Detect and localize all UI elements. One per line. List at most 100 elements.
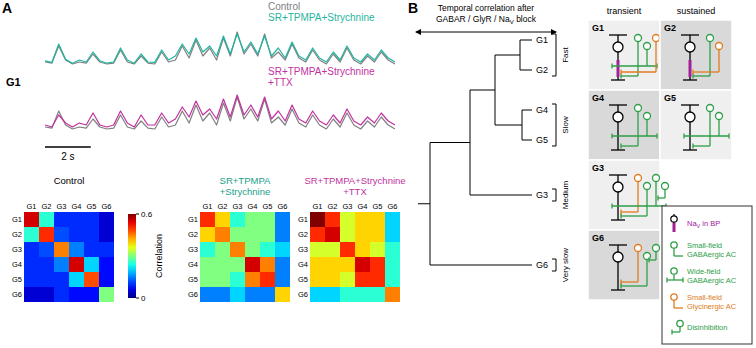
heatmap-cell — [215, 257, 230, 272]
legend-entry: SR+TPMPA+Strychnine — [268, 66, 375, 77]
heatmap-cell — [99, 257, 114, 272]
heatmap-cell — [84, 257, 99, 272]
row-label: G1 — [188, 215, 198, 224]
colorbar-tick-label: 0 — [141, 294, 146, 303]
legend-icon — [672, 320, 683, 334]
ac-soma — [644, 113, 651, 120]
cell-group-label: G1 — [592, 23, 604, 33]
plot-area — [45, 32, 395, 64]
ac-process — [718, 120, 719, 137]
ac-process — [621, 71, 656, 72]
bp-soma — [685, 42, 695, 52]
text-part: GABAR / GlyR / Na — [436, 14, 510, 24]
heatmap-cell — [200, 212, 215, 227]
speed-label: Medium — [561, 180, 570, 209]
heatmap-cell — [69, 242, 84, 257]
ac-soma — [671, 294, 677, 300]
heatmap-cell — [84, 287, 99, 302]
column-label: G5 — [86, 202, 96, 211]
row-label: G2 — [188, 230, 198, 239]
cell-background — [588, 230, 660, 300]
ac-soma — [671, 268, 677, 274]
row-label: G1 — [6, 76, 21, 88]
row-label: G5 — [188, 275, 198, 284]
heatmap-title: +TTX — [343, 186, 367, 197]
heatmap-cell — [260, 287, 275, 302]
legend-icon — [671, 214, 677, 232]
leaf-label: G1 — [536, 35, 548, 45]
nav-channel — [673, 223, 676, 232]
heatmap-cell — [24, 257, 39, 272]
legend-entry: +TTX — [268, 77, 293, 88]
heatmap-cell — [54, 242, 69, 257]
heatmap — [24, 212, 114, 302]
heatmap-cell — [385, 227, 400, 242]
column-label: G6 — [387, 202, 397, 211]
heatmap-cell — [310, 242, 325, 257]
ac-soma — [677, 320, 683, 326]
bracket — [552, 34, 556, 35]
cell-group-label: G4 — [592, 93, 604, 103]
branch — [470, 195, 532, 196]
ac-process — [679, 327, 680, 332]
heatmap-cell — [215, 287, 230, 302]
heatmap-cell — [99, 287, 114, 302]
ac-process — [658, 197, 665, 198]
heatmap-cell — [200, 257, 215, 272]
heatmap-cell — [84, 227, 99, 242]
legend-box — [662, 206, 752, 344]
panel-label: B — [408, 0, 418, 16]
heatmap — [310, 212, 400, 302]
ac-process — [612, 65, 657, 66]
heatmap-cell — [370, 272, 385, 287]
column-label: G2 — [217, 202, 227, 211]
ac-process — [621, 75, 638, 76]
heatmap-title: SR+TPMPA+Strychnine — [304, 175, 405, 186]
heatmap-cell — [275, 287, 290, 302]
heatmap-cell — [325, 287, 340, 302]
branch — [430, 265, 532, 266]
legend-entry: SR+TPMPA+Strychnine — [268, 12, 375, 23]
heatmap-cell — [340, 257, 355, 272]
ac-soma — [716, 43, 723, 50]
synapse — [620, 144, 621, 149]
leaf-label: G3 — [536, 190, 548, 200]
colorbar-tick — [136, 214, 139, 215]
heatmap-cell — [385, 272, 400, 287]
row-label: G3 — [298, 245, 308, 254]
heatmap-cell — [39, 287, 54, 302]
heatmap-cell — [215, 272, 230, 287]
heatmap-cell — [200, 227, 215, 242]
figure: AG1ControlSR+TPMPA+StrychnineSR+TPMPA+St… — [0, 0, 756, 348]
ac-process-end — [656, 134, 657, 139]
column-label: G2 — [41, 202, 51, 211]
heatmap-cell — [340, 272, 355, 287]
ac-soma — [635, 245, 642, 252]
heatmap-cell — [69, 257, 84, 272]
heatmap-cell — [99, 242, 114, 257]
bracket — [552, 104, 556, 105]
cell-schematic — [681, 35, 723, 81]
ac-process — [637, 42, 638, 77]
leaf-label: G2 — [536, 65, 548, 75]
heatmap-cell — [385, 287, 400, 302]
bp-soma — [671, 216, 677, 222]
column-label: G1 — [202, 202, 212, 211]
ac-soma — [635, 175, 642, 182]
heatmap-cell — [370, 242, 385, 257]
ac-process-end — [666, 278, 667, 283]
row-label: G5 — [12, 275, 22, 284]
cell-group-label: G3 — [592, 163, 604, 173]
heatmap-cell — [370, 227, 385, 242]
heatmap-cell — [230, 242, 245, 257]
heatmap-cell — [260, 257, 275, 272]
legend-entry: Small-field — [687, 293, 722, 302]
bracket — [552, 146, 556, 147]
ac-process — [637, 252, 638, 283]
column-label: G1 — [312, 202, 322, 211]
heatmap-cell — [325, 272, 340, 287]
heatmap-cell — [355, 242, 370, 257]
bp-soma — [613, 112, 623, 122]
column-header: transient — [607, 6, 642, 16]
ac-process — [674, 307, 683, 308]
